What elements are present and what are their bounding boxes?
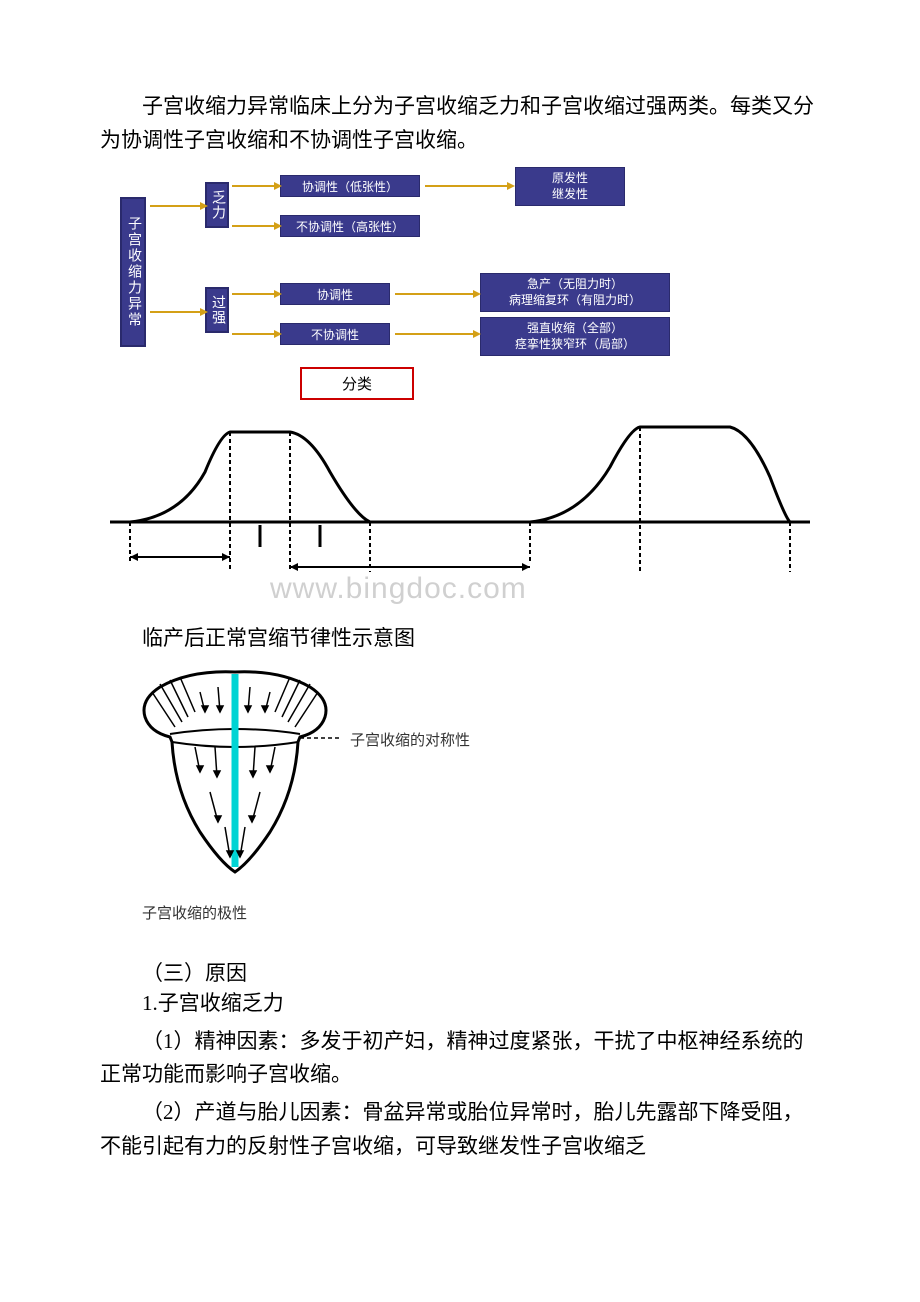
result-tetanic-spasm: 强直收缩（全部） 痉挛性狭窄环（局部） <box>480 317 670 356</box>
cause-item-1-sub2: （2）产道与胎儿因素：骨盆异常或胎位异常时，胎儿先露部下降受阻，不能引起有力的反… <box>100 1096 820 1163</box>
symmetry-label: 子宫收缩的对称性 <box>350 729 470 750</box>
branch-strong-box: 过强 <box>205 287 229 333</box>
arrow-icon <box>232 333 274 335</box>
arrow-icon <box>232 293 274 295</box>
cause-item-1-title: 1.子宫收缩乏力 <box>100 987 820 1021</box>
strong-coord-box: 协调性 <box>280 283 390 305</box>
uterus-svg <box>130 662 340 882</box>
result-line: 病理缩复环（有阻力时） <box>509 293 641 309</box>
result-line: 急产（无阻力时） <box>527 277 623 293</box>
arrow-icon <box>150 205 200 207</box>
result-line: 强直收缩（全部） <box>527 321 623 337</box>
strong-uncoord-box: 不协调性 <box>280 323 390 345</box>
contraction-wave-chart: www.bingdoc.com <box>110 417 810 617</box>
branch-weak-box: 乏力 <box>205 182 229 228</box>
uterus-symmetry-diagram: 子宫收缩的对称性 子宫收缩的极性 <box>130 662 480 932</box>
arrow-icon <box>425 185 507 187</box>
arrow-icon <box>395 333 473 335</box>
cause-item-1-sub1: （1）精神因素：多发于初产妇，精神过度紧张，干扰了中枢神经系统的正常功能而影响子… <box>100 1025 820 1092</box>
result-line: 原发性 <box>552 171 588 187</box>
watermark-text: www.bingdoc.com <box>270 572 527 606</box>
intro-paragraph: 子宫收缩力异常临床上分为子宫收缩乏力和子宫收缩过强两类。每类又分为协调性子宫收缩… <box>100 90 820 157</box>
arrow-icon <box>232 225 274 227</box>
result-primary-secondary: 原发性 继发性 <box>515 167 625 206</box>
result-line: 痉挛性狭窄环（局部） <box>515 337 635 353</box>
arrow-icon <box>150 311 200 313</box>
weak-uncoord-box: 不协调性（高张性） <box>280 215 420 237</box>
polarity-label: 子宫收缩的极性 <box>142 902 247 923</box>
classification-diagram: 子宫收缩力异常 乏力 过强 协调性（低张性） 不协调性（高张性） 协调性 不协调… <box>110 167 730 397</box>
result-line: 继发性 <box>552 187 588 203</box>
arrow-icon <box>395 293 473 295</box>
arrow-icon <box>232 185 274 187</box>
result-rapid-ring: 急产（无阻力时） 病理缩复环（有阻力时） <box>480 273 670 312</box>
category-label: 分类 <box>300 367 414 400</box>
root-box: 子宫收缩力异常 <box>120 197 146 347</box>
wave-caption: 临产后正常宫缩节律性示意图 <box>100 622 820 652</box>
causes-heading: （三）原因 <box>100 957 820 987</box>
weak-coord-box: 协调性（低张性） <box>280 175 420 197</box>
